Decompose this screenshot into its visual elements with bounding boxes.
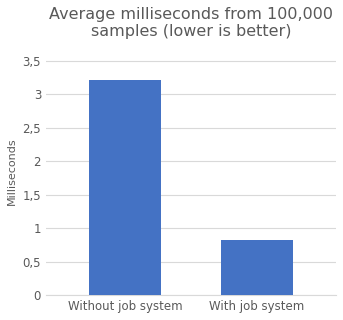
Title: Average milliseconds from 100,000
samples (lower is better): Average milliseconds from 100,000 sample… xyxy=(49,7,333,39)
Bar xyxy=(89,80,161,295)
Y-axis label: Milliseconds: Milliseconds xyxy=(7,138,17,205)
Bar xyxy=(221,240,293,295)
